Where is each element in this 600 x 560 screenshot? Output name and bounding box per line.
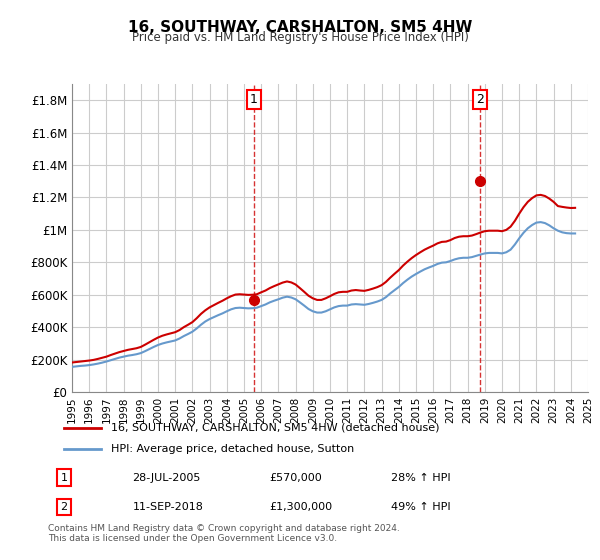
Text: 28-JUL-2005: 28-JUL-2005 [133, 473, 201, 483]
Text: 16, SOUTHWAY, CARSHALTON, SM5 4HW (detached house): 16, SOUTHWAY, CARSHALTON, SM5 4HW (detac… [112, 423, 440, 433]
Text: Contains HM Land Registry data © Crown copyright and database right 2024.
This d: Contains HM Land Registry data © Crown c… [48, 524, 400, 543]
Text: 2: 2 [476, 93, 484, 106]
Text: £1,300,000: £1,300,000 [270, 502, 333, 512]
Text: 16, SOUTHWAY, CARSHALTON, SM5 4HW: 16, SOUTHWAY, CARSHALTON, SM5 4HW [128, 20, 472, 35]
Text: 1: 1 [61, 473, 67, 483]
Text: 28% ↑ HPI: 28% ↑ HPI [391, 473, 451, 483]
Text: Price paid vs. HM Land Registry's House Price Index (HPI): Price paid vs. HM Land Registry's House … [131, 31, 469, 44]
Text: £570,000: £570,000 [270, 473, 323, 483]
Text: 11-SEP-2018: 11-SEP-2018 [133, 502, 203, 512]
Text: HPI: Average price, detached house, Sutton: HPI: Average price, detached house, Sutt… [112, 444, 355, 454]
Text: 1: 1 [250, 93, 258, 106]
Text: 49% ↑ HPI: 49% ↑ HPI [391, 502, 451, 512]
Text: 2: 2 [60, 502, 67, 512]
